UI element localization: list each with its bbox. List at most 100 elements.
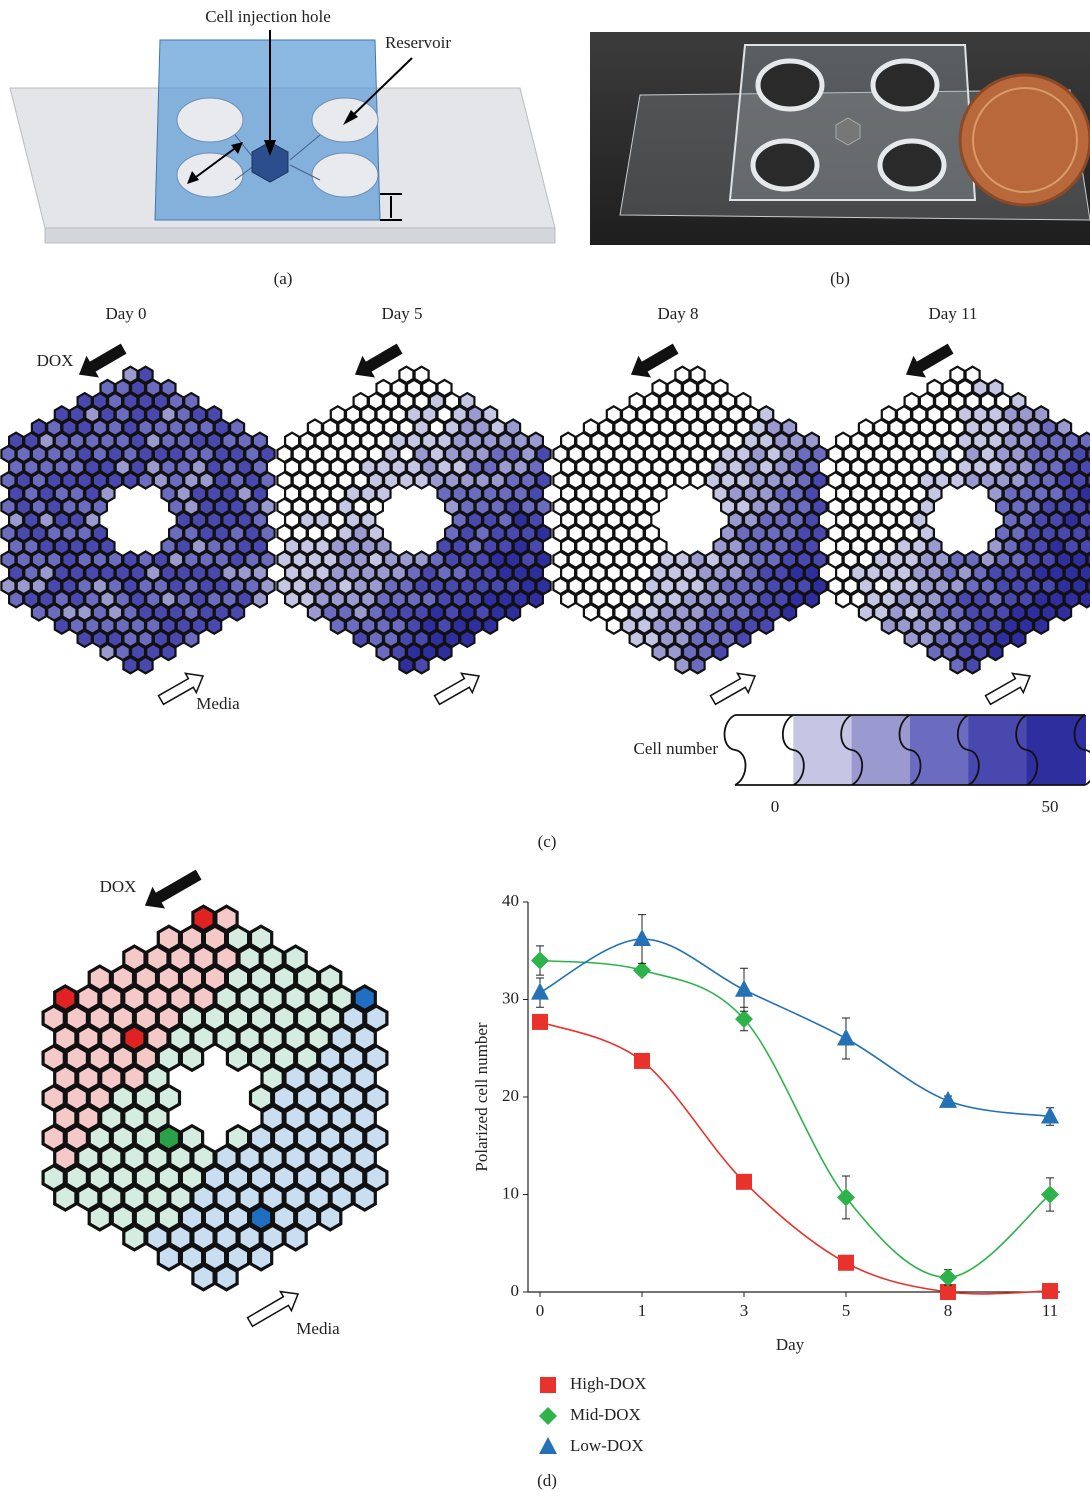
cell (630, 631, 644, 647)
colorbar (725, 715, 1090, 785)
cell (882, 618, 896, 634)
cell (805, 591, 819, 607)
data-point (634, 1053, 650, 1069)
cell (653, 644, 667, 660)
data-point (531, 952, 549, 970)
annotation: DOX (37, 351, 74, 370)
cell (905, 631, 919, 647)
day-label: Day 11 (929, 304, 978, 323)
data-point (838, 1255, 854, 1271)
cell (1057, 604, 1071, 620)
legend-label: High-DOX (570, 1374, 647, 1393)
cell (438, 644, 452, 660)
annotation: Cell injection hole (205, 7, 331, 26)
annotation: DOX (100, 877, 137, 896)
hex-grid (277, 367, 550, 674)
cell (1080, 591, 1090, 607)
colorbar-tick-label: 0 (771, 797, 780, 816)
cell (78, 631, 92, 647)
cell (158, 1245, 179, 1269)
cell (675, 472, 689, 488)
cell (561, 591, 575, 607)
cell (55, 618, 69, 634)
cell (251, 1245, 272, 1269)
cell (1011, 631, 1025, 647)
cell (399, 657, 413, 673)
cell (308, 604, 322, 620)
cell (285, 591, 299, 607)
dox-arrow (356, 345, 402, 377)
cell (736, 631, 750, 647)
x-tick-label: 0 (536, 1301, 545, 1320)
data-point (633, 929, 651, 946)
media-arrow (248, 1292, 299, 1327)
data-point (736, 1174, 752, 1190)
data-point (837, 1029, 855, 1046)
dox-arrow (80, 345, 126, 377)
data-point (531, 983, 549, 1000)
cell (415, 657, 429, 673)
legend-marker (539, 1437, 557, 1454)
cell (506, 604, 520, 620)
cell (230, 604, 244, 620)
cell (89, 1206, 110, 1230)
hex-grid (1, 367, 274, 674)
cell (9, 591, 23, 607)
annotation: Media (296, 1319, 340, 1338)
colorbar-label: Cell number (633, 739, 718, 758)
cell (675, 657, 689, 673)
data-point (939, 1268, 957, 1286)
cell (989, 644, 1003, 660)
cell (691, 657, 705, 673)
cell (162, 644, 176, 660)
dox-arrow (907, 345, 953, 377)
cell (139, 657, 153, 673)
hex-grid (43, 906, 387, 1290)
day-label: Day 5 (381, 304, 422, 323)
media-arrow (711, 673, 756, 704)
legend-marker (540, 1377, 556, 1393)
series-line (540, 1022, 1050, 1294)
cell (101, 644, 115, 660)
cell (782, 604, 796, 620)
cell (607, 618, 621, 634)
cell (55, 1186, 76, 1211)
cell (193, 1265, 214, 1290)
cell (354, 1186, 375, 1211)
cell (181, 1046, 202, 1070)
y-tick-label: 20 (502, 1086, 519, 1105)
cell (123, 657, 137, 673)
figure: Cell injection hole Reservoir (a) (b) DO… (0, 0, 1090, 1499)
cell (124, 1225, 145, 1250)
cell (584, 604, 598, 620)
caption: (a) (274, 269, 293, 288)
cell (331, 618, 345, 634)
cell (227, 1046, 248, 1070)
cell (529, 591, 543, 607)
cell (691, 472, 705, 488)
cell (859, 604, 873, 620)
cell (460, 631, 474, 647)
cell (966, 472, 980, 488)
caption: (d) (537, 1471, 557, 1490)
data-point (940, 1284, 956, 1300)
cell (216, 1265, 237, 1290)
cell (354, 631, 368, 647)
x-tick-label: 11 (1042, 1301, 1058, 1320)
device-photo (590, 32, 1090, 245)
cell (928, 644, 942, 660)
cell (415, 472, 429, 488)
data-point (532, 1014, 548, 1030)
hex-grid (553, 367, 826, 674)
cell (836, 591, 850, 607)
legend-marker (539, 1407, 557, 1425)
cell (1034, 618, 1048, 634)
y-tick-label: 10 (502, 1183, 519, 1202)
x-tick-label: 5 (842, 1301, 851, 1320)
cell (139, 472, 153, 488)
data-point (939, 1091, 957, 1108)
cell (950, 657, 964, 673)
dox-arrow (632, 345, 678, 377)
cell (950, 472, 964, 488)
hex-grid (828, 367, 1090, 674)
